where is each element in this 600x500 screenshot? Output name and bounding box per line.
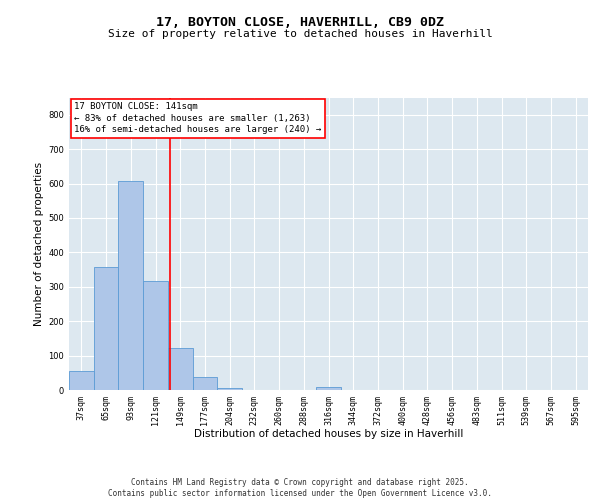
Text: 17, BOYTON CLOSE, HAVERHILL, CB9 0DZ: 17, BOYTON CLOSE, HAVERHILL, CB9 0DZ <box>156 16 444 29</box>
Text: Size of property relative to detached houses in Haverhill: Size of property relative to detached ho… <box>107 29 493 39</box>
Text: Contains HM Land Registry data © Crown copyright and database right 2025.
Contai: Contains HM Land Registry data © Crown c… <box>108 478 492 498</box>
Y-axis label: Number of detached properties: Number of detached properties <box>34 162 44 326</box>
Bar <box>316 386 341 390</box>
Bar <box>94 267 118 390</box>
Bar <box>118 181 143 390</box>
Bar <box>193 377 217 390</box>
Text: 17 BOYTON CLOSE: 141sqm
← 83% of detached houses are smaller (1,263)
16% of semi: 17 BOYTON CLOSE: 141sqm ← 83% of detache… <box>74 102 322 134</box>
X-axis label: Distribution of detached houses by size in Haverhill: Distribution of detached houses by size … <box>194 429 463 439</box>
Bar <box>143 280 168 390</box>
Bar <box>168 348 193 390</box>
Bar <box>69 371 94 390</box>
Bar <box>217 388 242 390</box>
